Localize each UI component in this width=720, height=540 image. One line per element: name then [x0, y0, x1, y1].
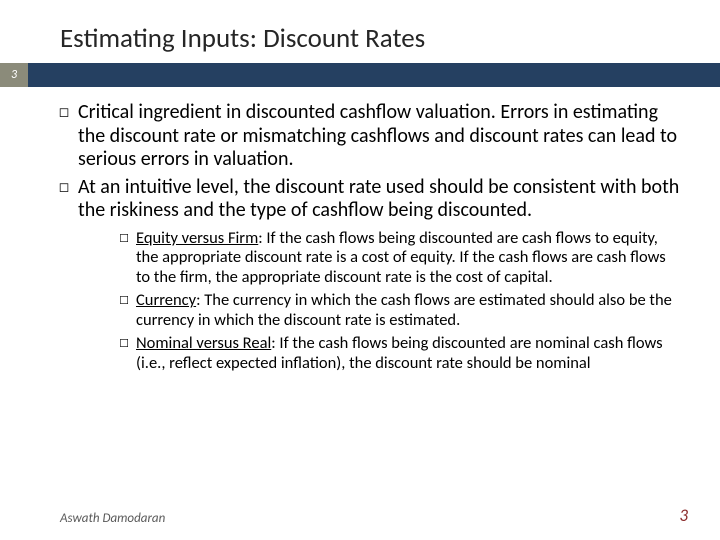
lead-term: Nominal versus Real [136, 333, 271, 353]
list-item: ☐ Equity versus Firm: If the cash flows … [112, 229, 680, 287]
sub-bullet-text: Nominal versus Real: If the cash flows b… [136, 334, 680, 373]
author-footer: Aswath Damodaran [60, 511, 165, 526]
bullet-square-icon: ◻ [50, 101, 78, 172]
content-area: ◻ Critical ingredient in discounted cash… [0, 87, 720, 373]
rest-text: : The currency in which the cash flows a… [136, 290, 672, 329]
list-item: ☐ Nominal versus Real: If the cash flows… [112, 334, 680, 373]
bullet-text: Critical ingredient in discounted cashfl… [78, 101, 680, 172]
accent-stripe: 3 [0, 63, 720, 87]
list-item: ☐ Currency: The currency in which the ca… [112, 291, 680, 330]
slide: Estimating Inputs: Discount Rates 3 ◻ Cr… [0, 0, 720, 540]
bullet-text: At an intuitive level, the discount rate… [78, 176, 680, 223]
list-item: ◻ At an intuitive level, the discount ra… [50, 176, 680, 223]
bullet-square-icon: ◻ [50, 176, 78, 223]
sub-list: ☐ Equity versus Firm: If the cash flows … [50, 229, 680, 373]
title-area: Estimating Inputs: Discount Rates [0, 0, 720, 63]
bullet-box-icon: ☐ [112, 291, 136, 330]
page-title: Estimating Inputs: Discount Rates [60, 22, 720, 55]
lead-term: Equity versus Firm [136, 228, 258, 248]
bullet-box-icon: ☐ [112, 334, 136, 373]
lead-term: Currency [136, 290, 196, 310]
slide-number-badge: 3 [0, 63, 28, 87]
sub-bullet-text: Equity versus Firm: If the cash flows be… [136, 229, 680, 287]
bullet-box-icon: ☐ [112, 229, 136, 287]
list-item: ◻ Critical ingredient in discounted cash… [50, 101, 680, 172]
page-number: 3 [679, 505, 688, 526]
sub-bullet-text: Currency: The currency in which the cash… [136, 291, 680, 330]
